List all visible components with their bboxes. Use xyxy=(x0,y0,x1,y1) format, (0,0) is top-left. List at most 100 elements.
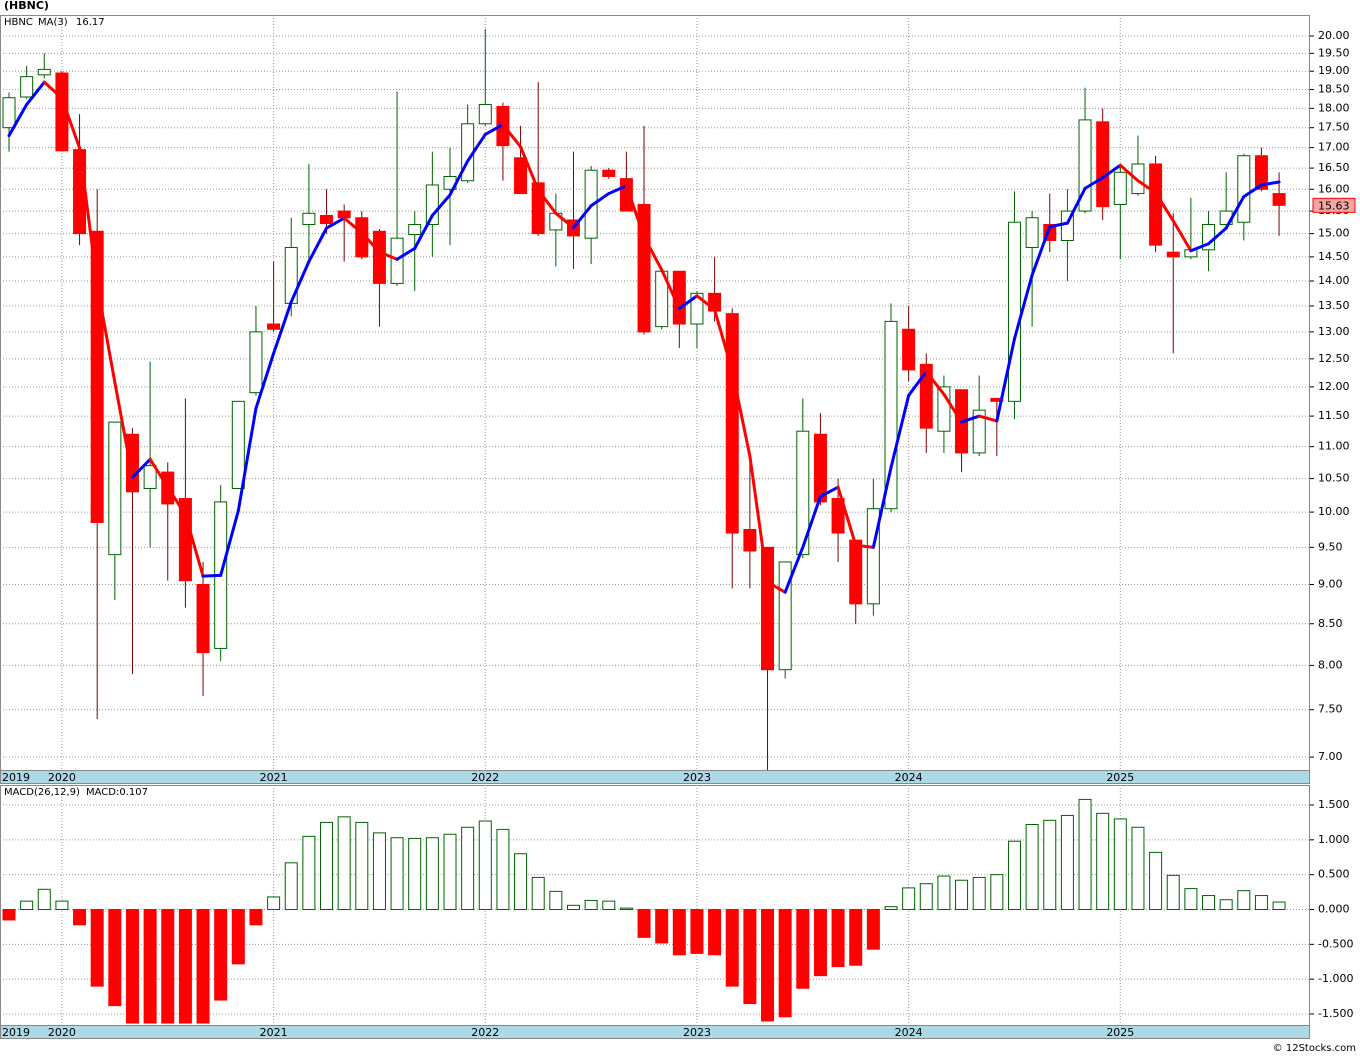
ma-line xyxy=(854,543,875,549)
macd-bar xyxy=(831,908,845,968)
ma-line xyxy=(130,457,152,479)
macd-bar xyxy=(690,908,704,954)
macd-bar xyxy=(796,908,810,989)
y-tick-label: 1.500 xyxy=(1318,798,1350,811)
y-tick-label: 19.50 xyxy=(1318,46,1350,59)
macd-bar xyxy=(1043,819,1057,910)
macd-bar xyxy=(2,908,16,921)
macd-bar xyxy=(937,875,951,910)
macd-bar xyxy=(90,908,104,987)
candle-body xyxy=(37,68,51,76)
macd-bar xyxy=(761,908,775,1022)
x-tick-label: 2022 xyxy=(471,771,499,784)
y-tick-label: 11.50 xyxy=(1318,409,1350,422)
macd-bar xyxy=(902,887,916,910)
ma-line xyxy=(818,485,840,498)
x-tick-label: 2025 xyxy=(1106,771,1134,784)
legend-ma-value: 16.17 xyxy=(76,17,105,28)
macd-bar xyxy=(514,853,528,910)
ma-line xyxy=(1154,191,1175,223)
ma-line xyxy=(95,283,117,384)
macd-bar xyxy=(1113,818,1127,910)
candle-body xyxy=(884,320,898,510)
macd-bar xyxy=(231,908,245,965)
candle-body xyxy=(372,230,386,284)
candle-body xyxy=(302,212,316,225)
macd-bar xyxy=(884,906,898,910)
macd-bar xyxy=(37,888,51,910)
y-tick-label: 9.00 xyxy=(1318,577,1343,590)
ma-line xyxy=(1101,163,1122,180)
ma-line xyxy=(1048,221,1069,229)
macd-bar xyxy=(725,908,739,987)
macd-bar xyxy=(161,908,175,1024)
ma-line xyxy=(272,300,293,355)
macd-bar xyxy=(108,908,122,1007)
macd-bar xyxy=(549,890,563,910)
ma-line xyxy=(25,80,46,107)
ma-line xyxy=(1224,195,1246,230)
ma-line xyxy=(801,494,822,549)
ma-line xyxy=(660,268,681,311)
ma-line xyxy=(907,370,928,398)
macd-bar xyxy=(320,821,334,910)
macd-bar xyxy=(743,908,757,1005)
macd-bar xyxy=(196,908,210,1024)
ma-line xyxy=(1207,226,1228,246)
ma-line xyxy=(42,80,64,100)
macd-bar xyxy=(1237,890,1251,910)
y-tick-label: 19.00 xyxy=(1318,64,1350,77)
ma-line xyxy=(783,545,805,594)
date-strip xyxy=(0,1025,1310,1039)
candle-body xyxy=(514,157,528,195)
y-tick-label: 16.50 xyxy=(1318,161,1350,174)
ma-line xyxy=(554,211,575,230)
macd-bar xyxy=(496,828,510,910)
footer: © 12Stocks.com xyxy=(1273,1043,1356,1054)
y-tick-label: 11.00 xyxy=(1318,440,1350,453)
ma-line xyxy=(483,123,505,136)
y-tick-label: 7.50 xyxy=(1318,703,1343,716)
candle-body xyxy=(743,529,757,552)
macd-bar xyxy=(1078,798,1092,910)
macd-bar xyxy=(425,837,439,910)
macd-bar xyxy=(919,883,933,910)
candle-body xyxy=(902,328,916,371)
y-tick-label: 13.50 xyxy=(1318,299,1350,312)
last-price-label: 15.63 xyxy=(1318,199,1350,212)
y-tick-label: 9.50 xyxy=(1318,540,1343,553)
candle-body xyxy=(478,104,492,125)
ma-line xyxy=(1118,163,1140,183)
ma-line xyxy=(201,573,223,578)
macd-bar xyxy=(972,876,986,910)
macd-bar xyxy=(249,908,263,926)
macd-bar xyxy=(566,904,580,910)
macd-bar xyxy=(1254,895,1268,910)
y-tick-label: 14.00 xyxy=(1318,274,1350,287)
x-tick-label: 2019 xyxy=(2,771,30,784)
candle-body xyxy=(143,465,157,489)
candle-body xyxy=(972,409,986,454)
ma-line xyxy=(342,216,364,235)
ma-line xyxy=(536,188,558,215)
candle-body xyxy=(1272,193,1286,206)
macd-bar xyxy=(214,908,228,1001)
macd-bar xyxy=(55,900,69,910)
macd-bar xyxy=(372,832,386,910)
candle-body xyxy=(1149,163,1163,246)
candle-body xyxy=(1025,217,1039,248)
ma-line xyxy=(589,192,611,208)
candle-body xyxy=(425,184,439,225)
y-tick-label: 10.50 xyxy=(1318,472,1350,485)
x-tick-label: 2019 xyxy=(2,1026,30,1039)
x-tick-label: 2020 xyxy=(48,1026,76,1039)
macd-bar xyxy=(1166,874,1180,910)
y-tick-label: 8.50 xyxy=(1318,617,1343,630)
y-tick-label: -1.500 xyxy=(1318,1007,1353,1020)
x-tick-label: 2021 xyxy=(260,771,288,784)
y-tick-label: 1.000 xyxy=(1318,833,1350,846)
ma-line xyxy=(766,580,787,594)
macd-bar xyxy=(1149,851,1163,910)
macd-bar xyxy=(73,908,87,926)
ma-line xyxy=(395,246,417,261)
